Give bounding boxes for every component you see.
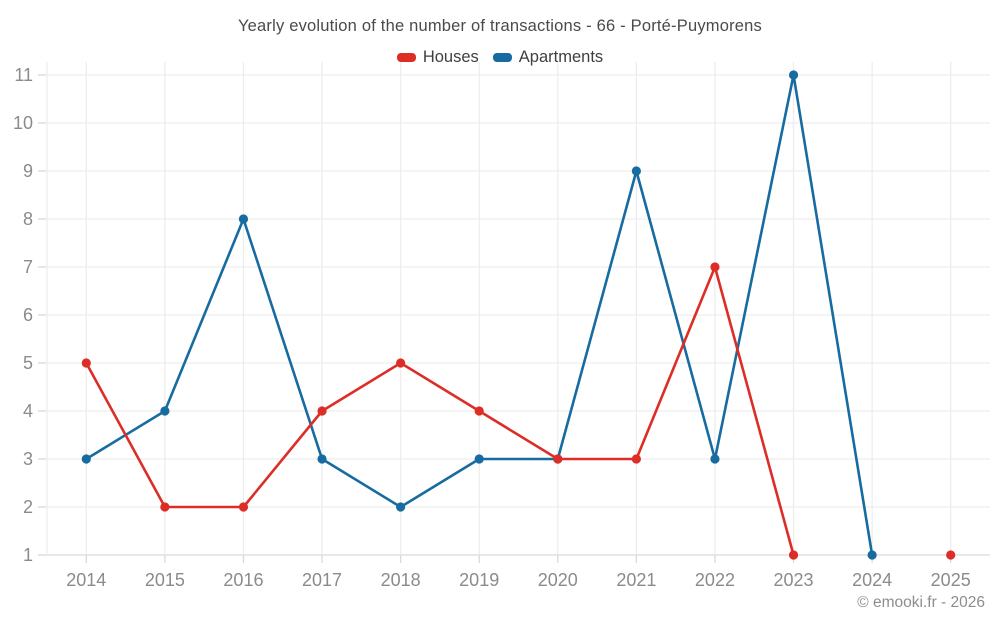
y-axis-tick-label: 6 — [23, 305, 33, 325]
x-axis-tick-label: 2016 — [223, 570, 263, 590]
y-axis-tick-label: 8 — [23, 209, 33, 229]
y-axis-tick-label: 4 — [23, 401, 33, 421]
x-axis-tick-label: 2022 — [695, 570, 735, 590]
y-axis-tick-label: 3 — [23, 449, 33, 469]
data-point-houses-2019[interactable] — [474, 406, 484, 416]
data-point-apartments-2024[interactable] — [867, 550, 877, 560]
data-point-houses-2015[interactable] — [160, 502, 170, 512]
data-point-apartments-2014[interactable] — [81, 454, 91, 464]
data-point-apartments-2015[interactable] — [160, 406, 170, 416]
data-point-houses-2023[interactable] — [788, 550, 799, 560]
data-point-apartments-2017[interactable] — [317, 454, 327, 464]
data-point-houses-2017[interactable] — [317, 406, 327, 416]
data-point-houses-2025[interactable] — [946, 550, 956, 560]
data-point-houses-2020[interactable] — [553, 454, 563, 464]
x-axis-tick-label: 2014 — [66, 570, 106, 590]
houses-legend-swatch-icon — [396, 52, 416, 62]
grid-lines: 1 2 3 4 5 6 7 8 9 10 11 2014 2015 2016 2017 2018 2019 202… — [13, 62, 990, 590]
series-line — [84, 265, 795, 557]
data-point-apartments-2022[interactable] — [710, 454, 720, 464]
data-point-houses-2021[interactable] — [631, 454, 641, 464]
apartments-legend-label: Apartments — [518, 47, 604, 66]
x-axis-tick-label: 2024 — [852, 570, 892, 590]
x-axis-tick-label: 2017 — [302, 570, 342, 590]
data-point-apartments-2016[interactable] — [238, 214, 249, 224]
x-axis-tick-label: 2018 — [381, 570, 421, 590]
y-axis-tick-label: 9 — [23, 161, 33, 181]
y-axis-tick-label: 10 — [13, 113, 33, 133]
x-axis-tick-label: 2019 — [459, 570, 499, 590]
houses-legend-label: Houses — [422, 47, 479, 66]
legend-item-houses[interactable]: Houses — [396, 47, 479, 67]
y-axis-tick-label: 5 — [23, 353, 33, 373]
apartments-legend-swatch-icon — [492, 52, 512, 62]
data-point-apartments-2021[interactable] — [631, 166, 641, 176]
x-axis-tick-label: 2021 — [616, 570, 656, 590]
data-point-houses-2022[interactable] — [710, 262, 720, 272]
data-point-apartments-2023[interactable] — [788, 70, 799, 80]
y-axis-tick-label: 1 — [23, 545, 33, 565]
copyright-footer: © emooki.fr - 2026 — [857, 594, 985, 611]
series-houses — [81, 262, 956, 560]
x-axis-tick-label: 2025 — [931, 570, 971, 590]
x-axis-tick-label: 2020 — [538, 570, 578, 590]
chart-title: Yearly evolution of the number of transa… — [237, 17, 763, 35]
data-point-houses-2016[interactable] — [238, 502, 249, 512]
legend: Houses Apartments — [0, 47, 1000, 67]
data-point-apartments-2018[interactable] — [396, 502, 406, 512]
legend-item-apartments[interactable]: Apartments — [492, 47, 604, 67]
x-axis-tick-label: 2023 — [774, 570, 814, 590]
x-axis-tick-label: 2015 — [145, 570, 185, 590]
y-axis-tick-label: 7 — [23, 257, 33, 277]
data-point-apartments-2019[interactable] — [474, 454, 484, 464]
data-point-houses-2018[interactable] — [396, 358, 406, 368]
data-point-houses-2014[interactable] — [81, 358, 91, 368]
y-axis-tick-label: 11 — [14, 65, 33, 85]
y-axis-tick-label: 2 — [23, 497, 33, 517]
